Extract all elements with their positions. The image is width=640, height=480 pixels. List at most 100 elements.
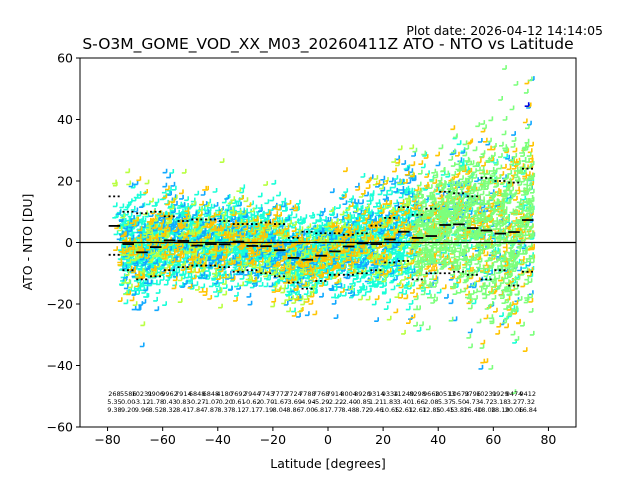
bin-mean-13: -3.69 bbox=[285, 398, 302, 406]
bin-mean-19: 1.21 bbox=[369, 398, 383, 406]
x-tick-label-6: 40 bbox=[430, 432, 446, 447]
bin-count-29: 9474 bbox=[506, 390, 523, 398]
bin-mean-18: -0.85 bbox=[354, 398, 371, 406]
bin-mean-30: 7.32 bbox=[521, 398, 535, 406]
bin-std-27: 18.08 bbox=[477, 406, 496, 414]
bin-std-19: 9.46 bbox=[369, 406, 383, 414]
bin-std-6: 7.84 bbox=[190, 406, 204, 414]
bin-count-3: 9906 bbox=[148, 390, 165, 398]
bin-count-2: 10231 bbox=[132, 390, 153, 398]
bin-mean-9: 0.61 bbox=[231, 398, 245, 406]
x-axis-label: Latitude [degrees] bbox=[270, 456, 386, 471]
bin-std-26: 16.40 bbox=[463, 406, 482, 414]
bin-mean-11: -0.70 bbox=[258, 398, 275, 406]
bin-mean-17: -2.40 bbox=[340, 398, 357, 406]
bin-count-24: 10513 bbox=[435, 390, 456, 398]
bin-std-8: 8.37 bbox=[217, 406, 231, 414]
bin-count-9: 7692 bbox=[230, 390, 247, 398]
bin-std-29: 20.06 bbox=[505, 406, 524, 414]
scatter-series-blue bbox=[524, 102, 530, 107]
bin-mean-7: -1.07 bbox=[202, 398, 219, 406]
bin-mean-20: 1.83 bbox=[383, 398, 397, 406]
plot-date: Plot date: 2026-04-12 14:14:05 bbox=[406, 23, 603, 38]
bin-std-4: 8.32 bbox=[162, 406, 176, 414]
bin-std-17: 8.48 bbox=[341, 406, 355, 414]
bin-std-3: 8.52 bbox=[149, 406, 163, 414]
bin-count-26: 9796 bbox=[464, 390, 481, 398]
scatter-points bbox=[112, 65, 536, 394]
bin-std-2: 9.96 bbox=[135, 406, 149, 414]
y-tick-label-1: −40 bbox=[47, 358, 73, 373]
y-tick-label-2: −20 bbox=[47, 297, 73, 312]
bin-std-7: 7.87 bbox=[204, 406, 218, 414]
bin-count-7: 6848 bbox=[203, 390, 220, 398]
bin-count-4: 9962 bbox=[161, 390, 178, 398]
x-tick-label-8: 80 bbox=[540, 432, 556, 447]
bin-count-25: 10673 bbox=[449, 390, 470, 398]
y-tick-label-4: 20 bbox=[57, 174, 73, 189]
bin-mean-2: -3.12 bbox=[134, 398, 151, 406]
bin-std-28: 18.19 bbox=[491, 406, 510, 414]
bin-std-11: 7.19 bbox=[259, 406, 273, 414]
y-tick-label-0: −60 bbox=[47, 420, 73, 435]
bin-std-9: 8.12 bbox=[231, 406, 245, 414]
bin-std-22: 12.61 bbox=[408, 406, 427, 414]
bin-mean-8: -0.20 bbox=[216, 398, 233, 406]
bin-count-13: 7724 bbox=[285, 390, 302, 398]
bin-statistics: 268 5586102319906996279146848684841807692… bbox=[80, 167, 576, 414]
x-tick-label-2: −40 bbox=[205, 432, 231, 447]
bin-mean-24: 5.37 bbox=[438, 398, 452, 406]
scatter-series-green bbox=[412, 65, 536, 394]
bin-std-23: 12.85 bbox=[422, 406, 441, 414]
bin-std-20: 10.65 bbox=[381, 406, 400, 414]
bin-count-20: 9334 bbox=[382, 390, 399, 398]
bin-count-23: 9668 bbox=[423, 390, 440, 398]
bin-count-11: 7743 bbox=[258, 390, 275, 398]
bin-count-1: 5586 bbox=[120, 390, 137, 398]
bin-count-12: 7772 bbox=[272, 390, 289, 398]
x-tick-label-5: 20 bbox=[375, 432, 391, 447]
axis-ticks: −80 −60 −40 −20 0 20 40 60 80 −60 −40 −20 0 20 40 60 bbox=[47, 51, 557, 448]
bin-count-14: 7788 bbox=[299, 390, 316, 398]
bin-mean-21: 3.40 bbox=[397, 398, 411, 406]
bin-count-16: 7914 bbox=[327, 390, 344, 398]
bin-std-21: 12.61 bbox=[394, 406, 413, 414]
bin-count-19: 9314 bbox=[368, 390, 385, 398]
x-tick-label-3: −20 bbox=[260, 432, 286, 447]
bin-mean-6: -0.27 bbox=[189, 398, 206, 406]
y-tick-label-6: 60 bbox=[57, 51, 73, 66]
y-axis-label: ATO - NTO [DU] bbox=[20, 194, 35, 291]
bin-count-10: 7944 bbox=[244, 390, 261, 398]
bin-mean-5: 0.83 bbox=[176, 398, 190, 406]
bin-mean-12: -1.67 bbox=[271, 398, 288, 406]
bin-mean-16: -2.22 bbox=[326, 398, 343, 406]
bin-mean-0: 5.35 bbox=[107, 398, 121, 406]
bin-mean-15: -5.29 bbox=[313, 398, 330, 406]
bin-mean-25: 5.50 bbox=[452, 398, 466, 406]
bin-mean-26: 4.73 bbox=[465, 398, 479, 406]
x-tick-label-0: −80 bbox=[94, 432, 120, 447]
y-tick-label-5: 40 bbox=[57, 112, 73, 127]
bin-count-21: 11249 bbox=[393, 390, 414, 398]
bin-std-13: 8.86 bbox=[286, 406, 300, 414]
bin-std-5: 8.41 bbox=[176, 406, 190, 414]
bin-count-5: 7914 bbox=[175, 390, 192, 398]
x-tick-label-4: 0 bbox=[324, 432, 332, 447]
bin-count-30: 9412 bbox=[520, 390, 537, 398]
bin-mean-4: 0.43 bbox=[162, 398, 176, 406]
bin-std-1: 9.20 bbox=[121, 406, 135, 414]
bin-mean-27: 4.72 bbox=[479, 398, 493, 406]
bin-mean-23: 2.08 bbox=[424, 398, 438, 406]
bin-count-8: 4180 bbox=[216, 390, 233, 398]
bin-count-18: 8920 bbox=[354, 390, 371, 398]
bin-std-10: 7.17 bbox=[245, 406, 259, 414]
bin-count-0: 268 bbox=[108, 390, 120, 398]
chart-title: S-O3M_GOME_VOD_XX_M03_20260411Z ATO - NT… bbox=[82, 35, 573, 54]
bin-std-25: 13.82 bbox=[450, 406, 469, 414]
bin-count-6: 6848 bbox=[189, 390, 206, 398]
bin-mean-10: -0.62 bbox=[244, 398, 261, 406]
bin-std-0: 9.38 bbox=[107, 406, 121, 414]
bin-std-15: 6.81 bbox=[314, 406, 328, 414]
bin-std-24: 10.45 bbox=[436, 406, 455, 414]
bin-mean-28: 3.18 bbox=[493, 398, 507, 406]
